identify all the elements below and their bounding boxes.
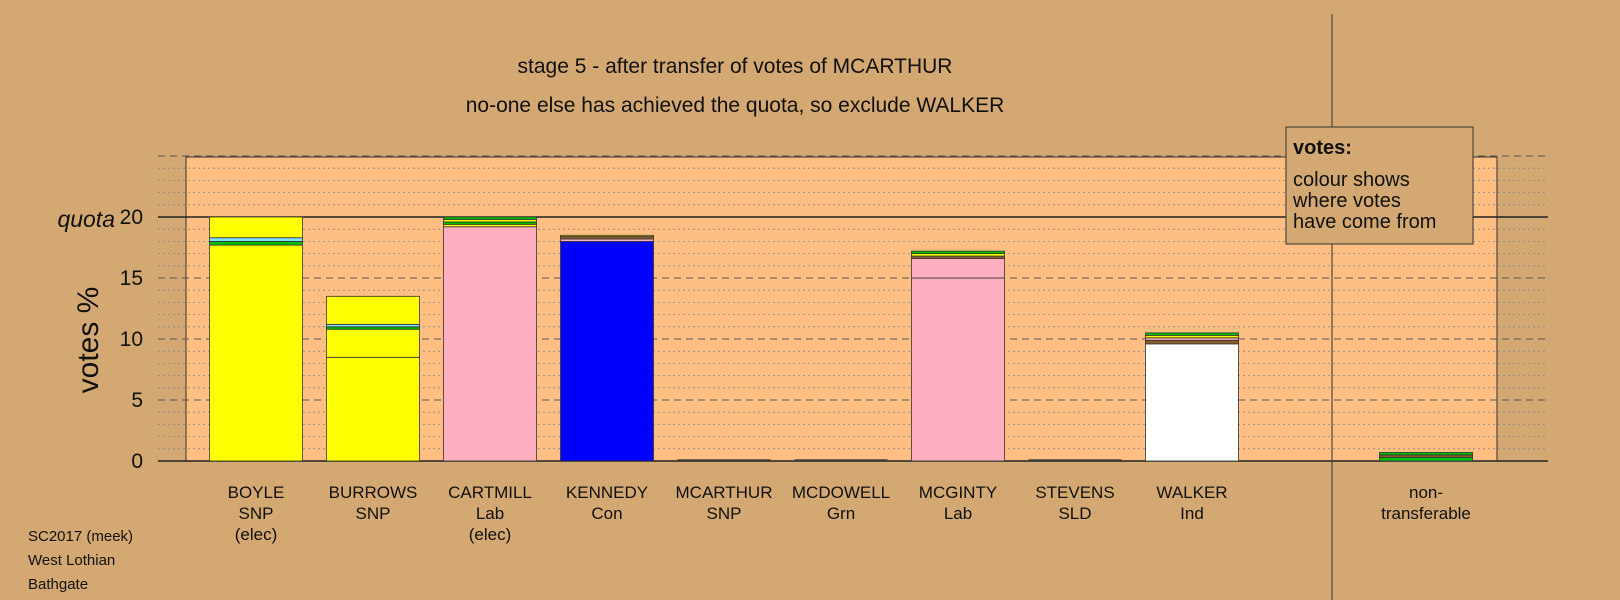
candidate-name: BURROWS (329, 483, 418, 502)
y-tick-label: 20 (120, 206, 143, 229)
bars (209, 216, 1473, 462)
quota-label: quota (57, 206, 115, 232)
burrows-bar-segment (326, 328, 420, 358)
legend-line: have come from (1293, 211, 1436, 233)
footer-ward: Bathgate (28, 576, 88, 593)
y-ticks: 0 5 10 15 20 (120, 206, 143, 473)
candidate-labels: BOYLE SNP (elec) BURROWS SNP CARTMILL Lab (elec… (228, 483, 1471, 544)
nontransferable-label: non- (1409, 483, 1443, 502)
candidate-party: SNP (707, 504, 742, 523)
candidate-name: STEVENS (1035, 483, 1114, 502)
nontransferable-bar-segment (1379, 452, 1473, 456)
legend-line: colour shows (1293, 169, 1410, 191)
legend: votes: colour shows where votes have com… (1285, 126, 1474, 245)
candidate-party: Grn (827, 504, 855, 523)
candidate-name: MCARTHUR (676, 483, 773, 502)
candidate-name: MCDOWELL (792, 483, 890, 502)
footer-council: West Lothian (28, 552, 115, 569)
y-axis-label: votes % (72, 287, 105, 394)
candidate-party: SNP (239, 504, 274, 523)
candidate-name: MCGINTY (919, 483, 997, 502)
candidate-name: KENNEDY (566, 483, 648, 502)
chart-subtitle: no-one else has achieved the quota, so e… (466, 94, 1005, 117)
walker-bar-segment (1145, 343, 1239, 462)
burrows-bar-segment (326, 356, 420, 462)
mcginty-bar-segment (911, 258, 1005, 279)
y-tick-label: 5 (131, 389, 143, 412)
walker-bar-segment (1145, 332, 1239, 336)
walker-bar-segment (1145, 339, 1239, 345)
kennedy-bar-segment (560, 240, 654, 462)
candidate-party: Lab (476, 504, 504, 523)
candidate-party: SLD (1058, 504, 1091, 523)
candidate-status: (elec) (469, 525, 512, 544)
boyle-bar-segment (209, 240, 303, 246)
mcginty-bar-segment (911, 277, 1005, 462)
nontransferable-label: transferable (1381, 504, 1471, 523)
candidate-status: (elec) (235, 525, 278, 544)
cartmill-bar-segment (443, 216, 537, 220)
y-tick-label: 0 (131, 450, 143, 473)
y-tick-label: 15 (120, 267, 143, 290)
legend-title: votes: (1293, 137, 1352, 159)
burrows-bar-segment (326, 295, 420, 325)
boyle-bar-segment (209, 237, 303, 242)
boyle-bar-segment (209, 244, 303, 462)
candidate-name: BOYLE (228, 483, 285, 502)
candidate-name: WALKER (1156, 483, 1227, 502)
y-tick-label: 10 (120, 328, 143, 351)
legend-line: where votes (1292, 190, 1401, 212)
legend-box (1285, 126, 1474, 245)
chart-title: stage 5 - after transfer of votes of MCA… (518, 55, 953, 78)
candidate-party: SNP (356, 504, 391, 523)
kennedy-bar-segment (560, 234, 654, 237)
footer-election: SC2017 (meek) (28, 528, 133, 545)
cartmill-bar-segment (443, 226, 537, 462)
mcginty-bar-segment (911, 250, 1005, 255)
nontransferable-bar-segment (1379, 456, 1473, 462)
candidate-party: Ind (1180, 504, 1204, 523)
candidate-party: Con (591, 504, 622, 523)
boyle-bar-segment (209, 216, 303, 239)
candidate-party: Lab (944, 504, 972, 523)
candidate-name: CARTMILL (448, 483, 532, 502)
